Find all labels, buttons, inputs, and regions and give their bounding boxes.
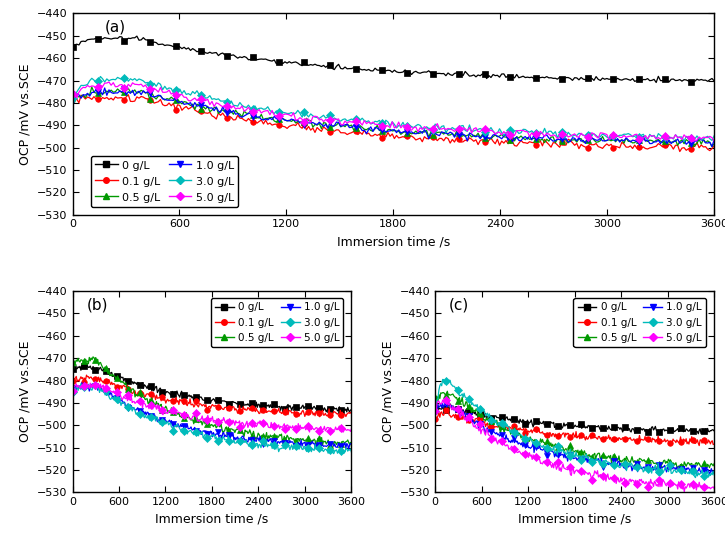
Y-axis label: OCP /mV vs.SCE: OCP /mV vs.SCE: [18, 63, 31, 165]
X-axis label: Immersion time /s: Immersion time /s: [518, 513, 631, 526]
Text: (b): (b): [86, 297, 108, 312]
X-axis label: Immersion time /s: Immersion time /s: [336, 235, 450, 248]
Text: (a): (a): [104, 19, 125, 34]
X-axis label: Immersion time /s: Immersion time /s: [155, 513, 268, 526]
Y-axis label: OCP /mV vs.SCE: OCP /mV vs.SCE: [381, 341, 394, 442]
Legend: 0 g/L, 0.1 g/L, 0.5 g/L, 1.0 g/L, 3.0 g/L, 5.0 g/L: 0 g/L, 0.1 g/L, 0.5 g/L, 1.0 g/L, 3.0 g/…: [91, 155, 239, 207]
Legend: 0 g/L, 0.1 g/L, 0.5 g/L, 1.0 g/L, 3.0 g/L, 5.0 g/L: 0 g/L, 0.1 g/L, 0.5 g/L, 1.0 g/L, 3.0 g/…: [211, 298, 344, 347]
Text: (c): (c): [449, 297, 469, 312]
Y-axis label: OCP /mV vs.SCE: OCP /mV vs.SCE: [18, 341, 31, 442]
Legend: 0 g/L, 0.1 g/L, 0.5 g/L, 1.0 g/L, 3.0 g/L, 5.0 g/L: 0 g/L, 0.1 g/L, 0.5 g/L, 1.0 g/L, 3.0 g/…: [573, 298, 706, 347]
